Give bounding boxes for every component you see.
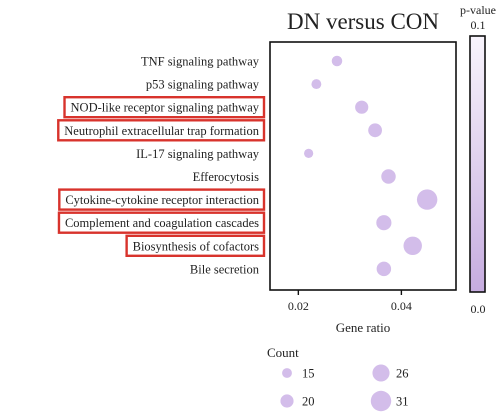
- highlight-box: [125, 234, 266, 258]
- data-points: [304, 55, 438, 277]
- data-point: [416, 189, 438, 210]
- chart-title: DN versus CON: [287, 9, 439, 34]
- size-legend-label: 31: [396, 395, 409, 409]
- highlight-box: [57, 211, 266, 234]
- y-axis-labels: TNF signaling pathway p53 signaling pathw…: [64, 55, 259, 277]
- y-category-label: Bile secretion: [190, 262, 260, 276]
- y-category-label: Complement and coagulation cascades: [65, 216, 259, 230]
- p-value-colorbar: p-value 0.1 0.0: [460, 3, 496, 316]
- data-point: [376, 215, 392, 231]
- colorbar-gradient: [469, 35, 486, 293]
- y-category-label: Cytokine-cytokine receptor interaction: [65, 193, 259, 207]
- y-category-label: IL-17 signaling pathway: [136, 147, 260, 161]
- y-category-label: Neutrophil extracellular trap formation: [64, 124, 259, 138]
- x-tick-label: 0.04: [391, 299, 412, 313]
- data-point: [311, 79, 322, 90]
- highlight-boxes: [57, 95, 266, 258]
- y-category-label: p53 signaling pathway: [146, 78, 260, 92]
- data-point: [381, 169, 396, 184]
- size-legend-circle: [372, 364, 390, 382]
- data-point: [403, 236, 422, 256]
- size-legend: Count 15 26 20 31: [267, 345, 409, 412]
- highlight-box: [58, 188, 266, 211]
- size-legend-circle: [280, 394, 294, 408]
- x-tick-label: 0.02: [288, 299, 309, 313]
- y-category-label: Efferocytosis: [193, 170, 260, 184]
- data-point: [304, 148, 314, 158]
- highlight-box: [63, 95, 266, 119]
- size-legend-circle: [282, 368, 292, 378]
- colorbar-max-label: 0.1: [471, 18, 486, 32]
- plot-area-frame: [269, 41, 457, 291]
- size-legend-label: 15: [302, 367, 315, 381]
- size-legend-circle: [370, 390, 392, 412]
- x-axis-label: Gene ratio: [336, 320, 391, 335]
- data-point: [376, 261, 392, 277]
- size-legend-title: Count: [267, 345, 299, 360]
- size-legend-label: 26: [396, 367, 409, 381]
- y-category-label: Biosynthesis of cofactors: [133, 239, 260, 253]
- y-category-label: NOD-like receptor signaling pathway: [71, 101, 260, 115]
- data-point: [355, 100, 369, 114]
- x-axis: 0.02 0.04: [288, 290, 412, 313]
- colorbar-min-label: 0.0: [471, 302, 486, 316]
- colorbar-label: p-value: [460, 3, 496, 17]
- data-point: [368, 123, 383, 138]
- size-legend-label: 20: [302, 395, 315, 409]
- highlight-box: [57, 119, 266, 142]
- data-point: [331, 55, 343, 67]
- y-category-label: TNF signaling pathway: [141, 55, 260, 69]
